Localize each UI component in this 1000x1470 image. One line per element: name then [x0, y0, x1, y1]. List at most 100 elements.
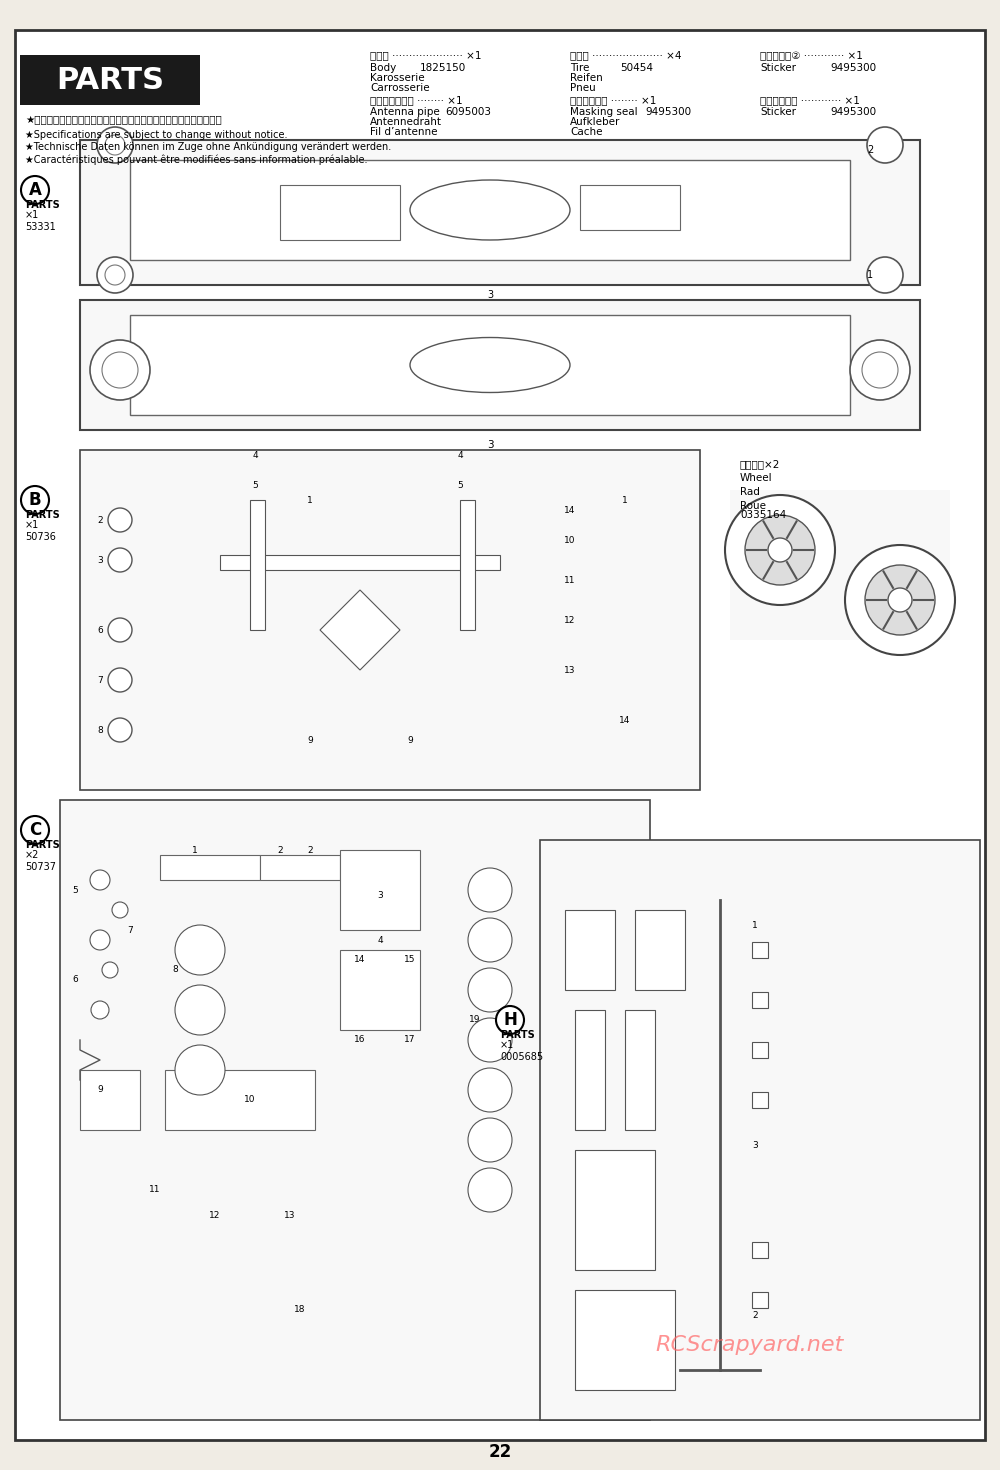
Text: 8: 8	[97, 726, 103, 735]
Circle shape	[496, 1005, 524, 1033]
Circle shape	[21, 176, 49, 204]
Text: Antennedraht: Antennedraht	[370, 118, 442, 126]
Bar	[165, 1070, 315, 1130]
Circle shape	[21, 487, 49, 514]
Circle shape	[865, 564, 935, 635]
Circle shape	[888, 588, 912, 612]
Bar	[260, 856, 340, 881]
Bar	[540, 839, 980, 1420]
Text: 1: 1	[192, 845, 198, 854]
Text: 4: 4	[252, 450, 258, 460]
Text: 6: 6	[72, 976, 78, 985]
Circle shape	[21, 816, 49, 844]
Text: ★Caractéristiques pouvant être modifiées sans information préalable.: ★Caractéristiques pouvant être modifiées…	[25, 154, 368, 165]
Text: A: A	[29, 181, 41, 198]
Text: Sticker: Sticker	[760, 107, 796, 118]
Text: 0005685: 0005685	[500, 1053, 543, 1061]
Text: 18: 18	[294, 1305, 306, 1314]
Bar	[80, 140, 920, 285]
Bar	[752, 992, 768, 1008]
Circle shape	[102, 961, 118, 978]
Text: PARTS: PARTS	[25, 510, 60, 520]
Text: Sticker: Sticker	[760, 63, 796, 74]
Circle shape	[108, 509, 132, 532]
Bar	[752, 1092, 768, 1108]
Text: 3: 3	[97, 556, 103, 564]
Text: 16: 16	[354, 1035, 366, 1045]
Text: ボディ ····················· ×1: ボディ ····················· ×1	[370, 50, 482, 60]
Bar	[20, 54, 200, 104]
Circle shape	[97, 257, 133, 293]
Text: 9: 9	[407, 735, 413, 744]
Text: PARTS: PARTS	[25, 839, 60, 850]
Circle shape	[850, 340, 910, 400]
Bar	[340, 950, 420, 1030]
Circle shape	[105, 265, 125, 285]
Text: 0335164: 0335164	[740, 510, 786, 520]
Text: Cache: Cache	[570, 126, 602, 137]
Text: Aufkleber: Aufkleber	[570, 118, 620, 126]
Bar	[80, 450, 700, 789]
Circle shape	[90, 931, 110, 950]
Text: Fil d’antenne: Fil d’antenne	[370, 126, 438, 137]
Bar	[575, 1010, 605, 1130]
Text: ホイール×2
Wheel
Rad
Roue: ホイール×2 Wheel Rad Roue	[740, 459, 780, 512]
Text: ★製品改良のためキットは予告なく仕様を変更することがあります。: ★製品改良のためキットは予告なく仕様を変更することがあります。	[25, 115, 222, 125]
Text: 1: 1	[752, 920, 758, 929]
Text: 2: 2	[867, 146, 873, 154]
Circle shape	[108, 667, 132, 692]
Circle shape	[867, 126, 903, 163]
Circle shape	[108, 617, 132, 642]
Text: 1: 1	[307, 495, 313, 504]
Bar	[250, 500, 265, 631]
Circle shape	[468, 969, 512, 1011]
Text: Pneu: Pneu	[570, 82, 596, 93]
Circle shape	[90, 340, 150, 400]
Text: 7: 7	[97, 676, 103, 685]
Bar	[160, 856, 260, 881]
Bar	[730, 490, 950, 639]
Text: Karosserie: Karosserie	[370, 74, 425, 82]
Text: 10: 10	[244, 1095, 256, 1104]
Polygon shape	[320, 589, 400, 670]
Text: 1: 1	[622, 495, 628, 504]
Text: ★Technische Daten können im Zuge ohne Ankündigung verändert werden.: ★Technische Daten können im Zuge ohne An…	[25, 143, 391, 151]
Text: 7: 7	[127, 926, 133, 935]
Bar	[130, 160, 850, 260]
Ellipse shape	[410, 338, 570, 392]
Circle shape	[108, 717, 132, 742]
Text: 22: 22	[488, 1444, 512, 1461]
Text: ステッカー② ············ ×1: ステッカー② ············ ×1	[760, 50, 863, 60]
Text: Reifen: Reifen	[570, 74, 603, 82]
Text: 11: 11	[564, 575, 576, 585]
Text: 17: 17	[404, 1035, 416, 1045]
Circle shape	[112, 903, 128, 917]
Bar	[580, 185, 680, 229]
Circle shape	[175, 1045, 225, 1095]
Bar	[340, 850, 420, 931]
Text: PARTS: PARTS	[56, 66, 164, 94]
Text: 15: 15	[404, 956, 416, 964]
Text: PARTS: PARTS	[500, 1030, 535, 1039]
Circle shape	[867, 257, 903, 293]
Text: 12: 12	[564, 616, 576, 625]
Text: 5: 5	[457, 481, 463, 490]
Text: ×2: ×2	[25, 850, 39, 860]
Circle shape	[108, 548, 132, 572]
Text: ×1: ×1	[25, 520, 39, 531]
Text: 13: 13	[284, 1210, 296, 1220]
Text: H: H	[503, 1011, 517, 1029]
Text: 5: 5	[252, 481, 258, 490]
Text: 50736: 50736	[25, 532, 56, 542]
Bar	[635, 910, 685, 989]
Circle shape	[105, 135, 125, 154]
Circle shape	[90, 870, 110, 889]
Bar	[130, 315, 850, 415]
Bar	[575, 1291, 675, 1391]
Circle shape	[468, 917, 512, 961]
Text: 3: 3	[487, 440, 493, 450]
Text: 1825150: 1825150	[420, 63, 466, 74]
Text: 9: 9	[307, 735, 313, 744]
Bar	[625, 1010, 655, 1130]
Bar	[752, 1292, 768, 1308]
